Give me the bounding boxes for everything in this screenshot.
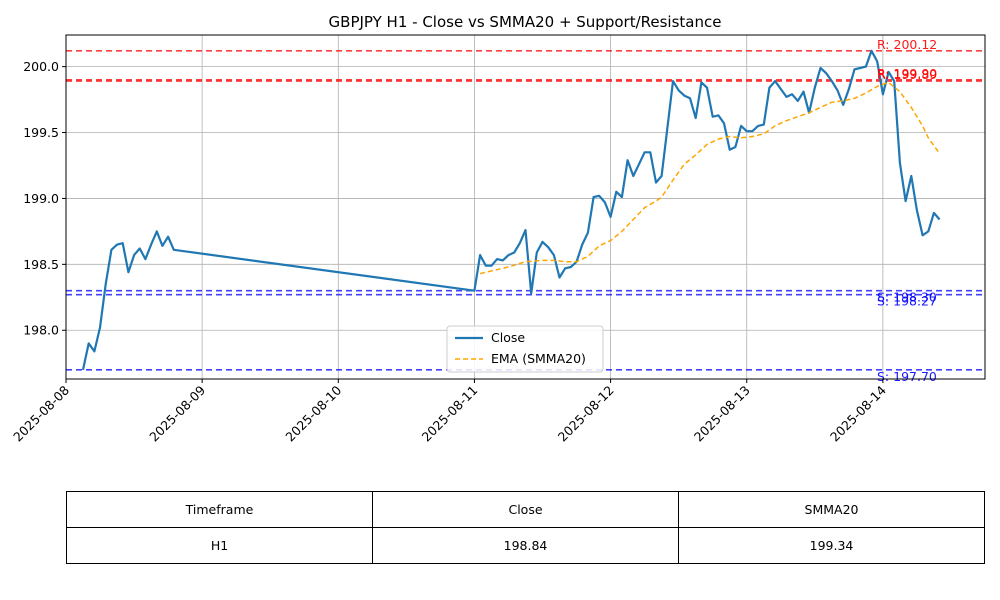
y-tick-label: 199.0 [23, 191, 59, 206]
legend-ema-label: EMA (SMMA20) [491, 351, 586, 366]
x-tick-label: 2025-08-12 [555, 383, 617, 445]
resistance-label: R: 200.12 [877, 37, 937, 52]
plot-frame [65, 34, 986, 380]
y-tick-label: 198.0 [23, 323, 59, 338]
x-tick-label: 2025-08-13 [691, 383, 753, 445]
table-cell: 199.34 [678, 527, 985, 564]
support-label: S: 197.70 [877, 369, 937, 384]
support-resistance-labels: R: 200.12R: 199.90R: 199.89S: 198.30S: 1… [877, 37, 937, 384]
x-tick-label: 2025-08-09 [146, 382, 208, 444]
x-tick-label: 2025-08-10 [282, 382, 344, 444]
table-header-cell: SMMA20 [678, 491, 985, 528]
chart-title: GBPJPY H1 - Close vs SMMA20 + Support/Re… [329, 13, 722, 31]
series-lines [81, 49, 941, 371]
legend-box [446, 325, 604, 373]
table-header-row: Timeframe Close SMMA20 [66, 491, 985, 528]
summary-table: Timeframe Close SMMA20 H1 198.84 199.34 [66, 491, 985, 564]
y-axis-ticks: 198.0 198.5 199.0 199.5 200.0 [23, 59, 66, 338]
y-tick-label: 200.0 [23, 59, 59, 74]
resistance-label: R: 199.90 [877, 66, 937, 81]
close-price-line [81, 49, 941, 371]
x-axis-ticks: 2025-08-08 2025-08-09 2025-08-10 2025-08-11… [10, 379, 889, 444]
smma20-line [479, 81, 941, 275]
table-header-cell: Close [372, 491, 679, 528]
table-cell: 198.84 [372, 527, 679, 564]
table-cell: H1 [66, 527, 373, 564]
support-label: S: 198.30 [877, 290, 937, 305]
legend-close-label: Close [491, 330, 525, 345]
x-tick-label: 2025-08-11 [419, 383, 481, 445]
y-tick-label: 199.5 [23, 125, 59, 140]
legend: Close EMA (SMMA20) [446, 325, 604, 373]
support-resistance-lines [66, 50, 985, 371]
support-label: S: 198.27 [877, 294, 937, 309]
x-tick-label: 2025-08-14 [827, 382, 889, 444]
y-tick-label: 198.5 [23, 257, 59, 272]
table-header-cell: Timeframe [66, 491, 373, 528]
resistance-label: R: 199.89 [877, 67, 937, 82]
x-tick-label: 2025-08-08 [10, 382, 72, 444]
table-row: H1 198.84 199.34 [66, 527, 985, 564]
